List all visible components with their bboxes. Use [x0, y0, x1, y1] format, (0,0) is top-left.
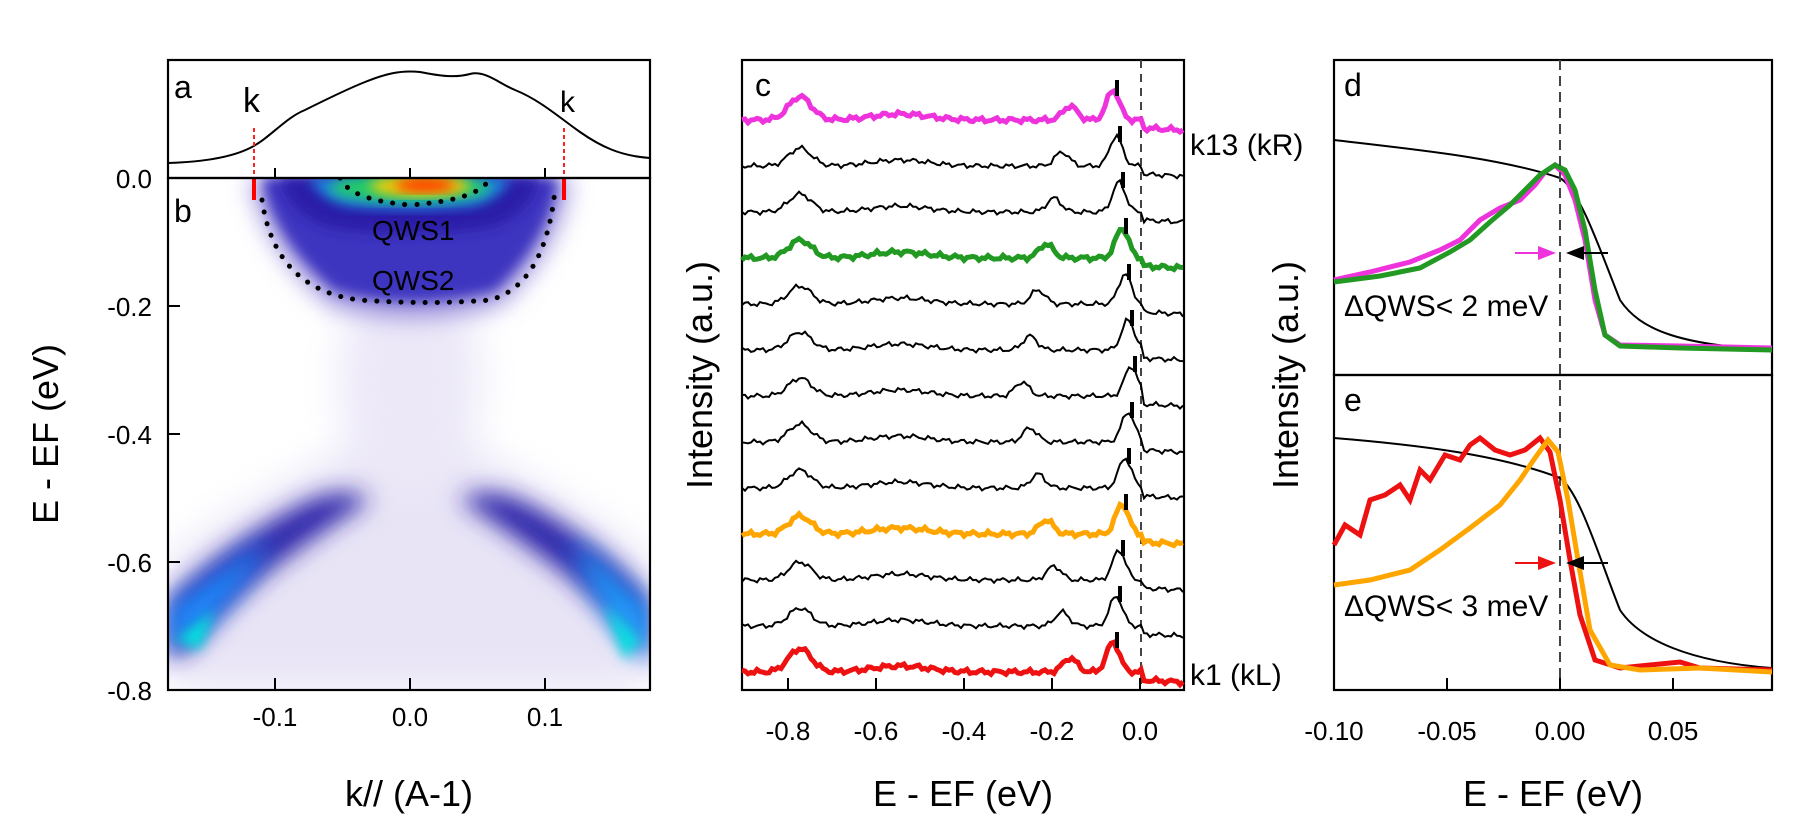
panel-e-xticks: -0.10 -0.05 0.00 0.05: [1304, 678, 1698, 746]
d-fermi-curve: [1333, 139, 1773, 351]
panel-e-xlabel: E - EF (eV): [1463, 773, 1643, 814]
ytick-3: -0.6: [107, 548, 152, 578]
c-xtick-1: -0.6: [854, 716, 899, 746]
e-red-curve: [1331, 434, 1773, 673]
c-xtick-2: -0.4: [942, 716, 987, 746]
xtick-2: 0.1: [527, 702, 563, 732]
edc-curve-k1: [741, 639, 1185, 689]
d-magenta-arrow: [1538, 246, 1556, 260]
panel-c-xticks: -0.8 -0.6 -0.4 -0.2 0.0: [766, 678, 1158, 746]
panel-d-label: d: [1344, 67, 1362, 103]
edc-curve-k6: [741, 412, 1184, 456]
mdc-curve: [167, 70, 651, 164]
edc-curve-k11: [741, 178, 1184, 225]
panel-b-xlabel: k// (A-1): [345, 773, 473, 814]
e-xtick-1: -0.05: [1417, 716, 1476, 746]
panel-e: e ΔQWS< 3 meV -0.10 -0.05 0.00 0.05 E - …: [1265, 261, 1774, 814]
e-fermi-curve: [1333, 437, 1773, 669]
panel-a-frame: [166, 58, 652, 180]
edc-curve-k2: [741, 595, 1184, 639]
e-xtick-3: 0.05: [1648, 716, 1699, 746]
panel-b-yticks: 0.0 -0.2 -0.4 -0.6 -0.8: [107, 164, 180, 706]
e-red-arrow: [1538, 556, 1556, 570]
c-xtick-4: 0.0: [1122, 716, 1158, 746]
edc-curve-k7: [742, 366, 1184, 411]
e-orange-curve: [1333, 435, 1773, 675]
d-green-curve: [1333, 162, 1773, 353]
d-black-arrow: [1566, 246, 1584, 260]
xtick-0: -0.1: [253, 702, 298, 732]
label-k1: k1 (kL): [1190, 659, 1282, 692]
c-xtick-0: -0.8: [766, 716, 811, 746]
panel-c-xlabel: E - EF (eV): [873, 773, 1053, 814]
edc-curve-k10: [740, 226, 1184, 273]
qws2-label: QWS2: [372, 265, 454, 296]
edc-curve-k9: [741, 273, 1184, 318]
c-xtick-3: -0.2: [1030, 716, 1075, 746]
ytick-2: -0.4: [107, 420, 152, 450]
panel-c-ylabel: Intensity (a.u.): [679, 261, 720, 489]
panel-d-annotation: ΔQWS< 2 meV: [1344, 290, 1548, 323]
panel-e-frame: [1332, 373, 1774, 692]
edc-curve-k12: [741, 132, 1184, 180]
qws1-label: QWS1: [372, 215, 454, 246]
panel-d-frame: [1332, 58, 1774, 377]
panel-e-label: e: [1344, 382, 1362, 418]
panel-c-label: c: [755, 67, 771, 103]
edc-curves: [740, 80, 1185, 689]
panel-b-label: b: [174, 193, 192, 229]
panel-de-ylabel: Intensity (a.u.): [1265, 261, 1306, 489]
panel-c: c k13 (kR) k1 (kL) -0.8 -0.6 -0.4 -0.2 0…: [679, 58, 1303, 814]
k13-label: k: [560, 86, 576, 119]
edc-curve-k4: [740, 500, 1184, 549]
xtick-1: 0.0: [392, 702, 428, 732]
e-xtick-2: 0.00: [1535, 716, 1586, 746]
ytick-0: 0.0: [116, 164, 152, 194]
panel-a: a k k: [167, 69, 651, 178]
label-k13: k13 (kR): [1190, 129, 1303, 162]
panel-d: d ΔQWS< 2 meV: [1332, 58, 1774, 690]
edc-curve-k5: [741, 457, 1184, 501]
heatmap: [168, 178, 650, 690]
panel-e-annotation: ΔQWS< 3 meV: [1344, 590, 1548, 623]
edc-curve-k8: [741, 317, 1184, 363]
k1-label: k: [243, 82, 261, 120]
panel-a-label: a: [174, 69, 192, 105]
e-xtick-0: -0.10: [1304, 716, 1363, 746]
ytick-4: -0.8: [107, 676, 152, 706]
edc-curve-k3: [741, 548, 1184, 594]
panel-b-ylabel: E - EF (eV): [25, 344, 66, 524]
ytick-1: -0.2: [107, 292, 152, 322]
panel-b-xticks: -0.1 0.0 0.1: [253, 168, 563, 732]
e-black-arrow: [1566, 556, 1584, 570]
panel-b: b QWS1 QWS2 0.0 -0.2 -0.4 -0.6 -0.8 -0.1…: [25, 58, 652, 814]
edc-curve-k13: [741, 87, 1185, 136]
